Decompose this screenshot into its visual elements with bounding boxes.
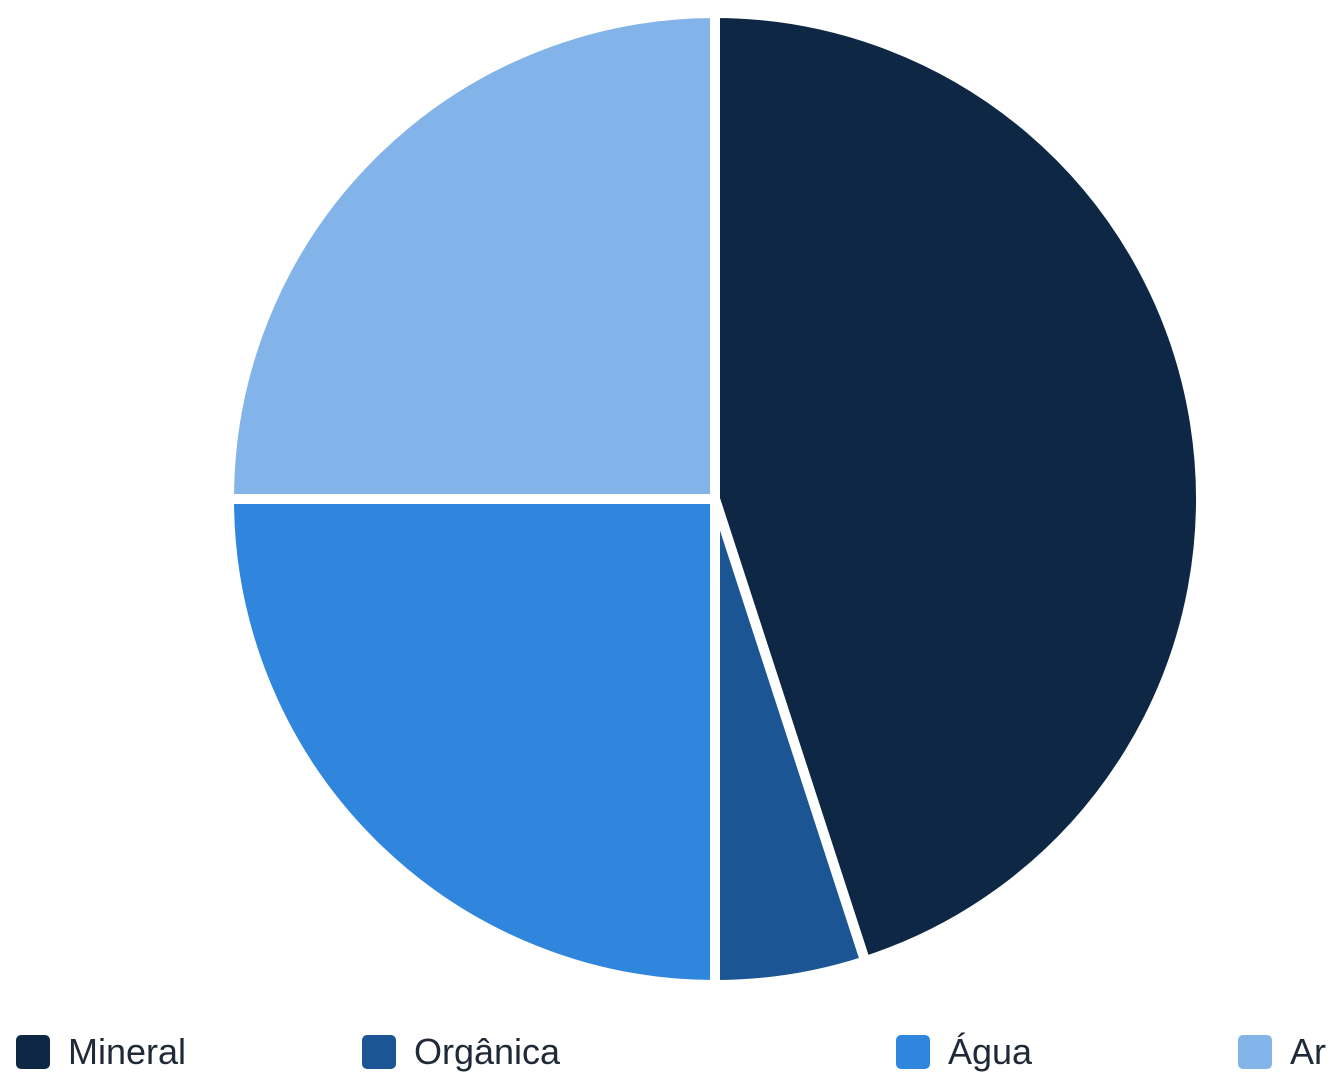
legend-item-ar[interactable]: Ar <box>1238 1032 1326 1072</box>
legend-item-mineral[interactable]: Mineral <box>16 1032 186 1072</box>
pie-slice-mineral[interactable] <box>710 8 1206 967</box>
legend: Mineral Orgânica Água Ar <box>0 1032 1332 1072</box>
pie-plot-area <box>224 8 1206 990</box>
pie-slice-ar[interactable] <box>224 8 720 504</box>
legend-label-mineral: Mineral <box>68 1031 187 1072</box>
pie-slice-agua[interactable] <box>224 494 720 990</box>
legend-label-organica: Orgânica <box>414 1031 561 1072</box>
legend-swatch-ar <box>1238 1035 1272 1069</box>
legend-label-agua: Água <box>948 1031 1033 1072</box>
legend-item-organica[interactable]: Orgânica <box>362 1032 560 1072</box>
legend-swatch-mineral <box>16 1035 50 1069</box>
legend-swatch-organica <box>362 1035 396 1069</box>
legend-item-agua[interactable]: Água <box>896 1032 1032 1072</box>
legend-swatch-agua <box>896 1035 930 1069</box>
legend-label-ar: Ar <box>1290 1031 1326 1072</box>
